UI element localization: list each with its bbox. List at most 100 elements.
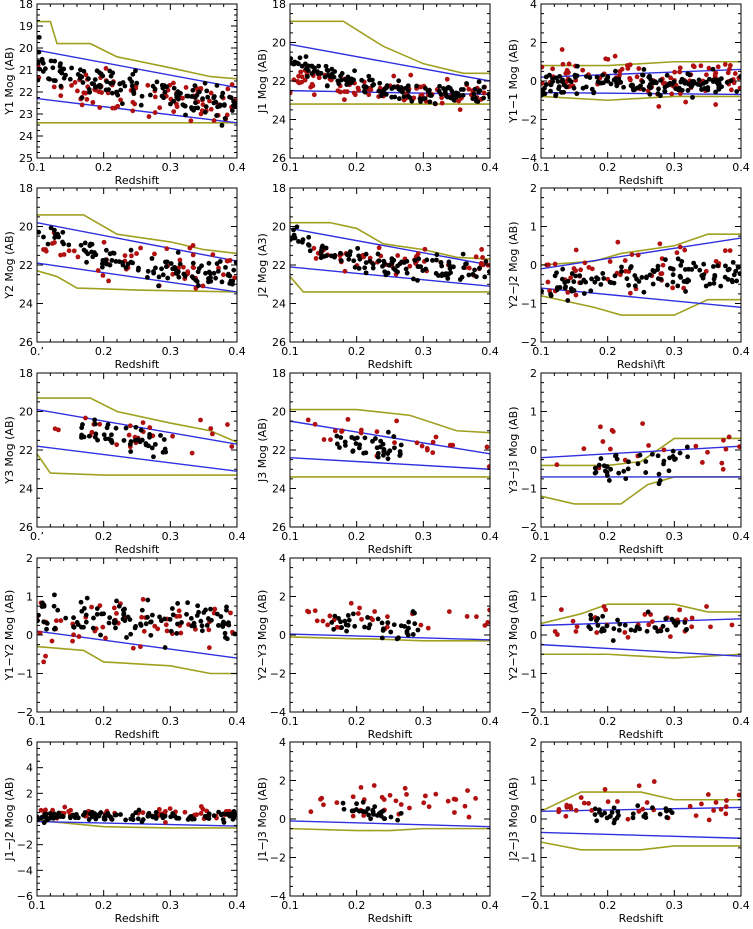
black-point (616, 627, 622, 633)
red-point (227, 257, 233, 263)
black-point (170, 811, 176, 816)
black-point (439, 263, 445, 269)
red-point (699, 801, 704, 807)
black-point (331, 74, 337, 80)
black-point (60, 239, 65, 245)
black-point (343, 622, 349, 628)
black-point (391, 622, 397, 628)
black-point (203, 270, 208, 276)
y-tick-label: 2 (530, 37, 537, 50)
x-axis-label: Redshift (368, 543, 413, 556)
red-point (677, 244, 683, 250)
black-point (728, 78, 734, 84)
black-point (351, 258, 357, 264)
black-point (145, 597, 151, 603)
black-point (461, 265, 467, 271)
red-point (667, 634, 673, 640)
black-point (203, 607, 208, 613)
black-point (416, 256, 422, 262)
black-point (133, 424, 139, 430)
black-point (63, 615, 69, 621)
y-tick-label: 4 (279, 736, 286, 749)
black-point (329, 66, 335, 72)
y-tick-label: 18 (272, 0, 286, 11)
x-tick-label: 0.’ (30, 530, 44, 543)
black-point (459, 274, 465, 280)
red-point (693, 813, 699, 819)
black-point (98, 632, 103, 638)
y-tick-label: 19 (19, 20, 33, 33)
black-point (434, 252, 440, 258)
black-point (716, 85, 722, 91)
y-axis-label: Y3−J3 Mog (AB) (507, 406, 520, 494)
red-point (198, 811, 204, 816)
red-point (634, 74, 640, 80)
black-point (44, 626, 49, 632)
black-point (202, 109, 208, 115)
blue-selection-line (290, 266, 490, 287)
black-point (656, 86, 661, 92)
black-point (401, 260, 407, 265)
red-point (206, 627, 212, 633)
black-point (99, 611, 104, 617)
red-point (321, 437, 327, 442)
black-point (447, 85, 453, 91)
x-tick-label: 0.4 (732, 715, 750, 728)
red-point (97, 421, 103, 427)
y-tick-label: −2 (270, 852, 286, 865)
black-point (107, 615, 113, 621)
black-point (422, 85, 428, 91)
black-point (420, 268, 426, 273)
black-point (149, 612, 155, 618)
plot-area (37, 20, 237, 128)
black-point (337, 445, 342, 450)
black-point (106, 813, 112, 819)
red-point (194, 812, 199, 818)
black-point (339, 70, 345, 76)
black-point (640, 79, 646, 85)
red-point (75, 254, 81, 260)
panel-7: 0.’ 0.2 0.3 0.4 Redshift 18 20 22 24 26 Y3 Mog (AB… (3, 367, 246, 556)
black-point (57, 68, 63, 74)
black-point (661, 458, 667, 464)
black-point (205, 616, 211, 621)
x-tick-label: 0.4 (732, 161, 750, 174)
red-point (407, 263, 413, 269)
y-tick-label: −6 (17, 890, 33, 903)
black-point (418, 264, 424, 270)
black-point (78, 242, 84, 248)
y-tick-label: 1 (530, 591, 537, 604)
red-point (66, 808, 72, 814)
black-point (481, 84, 487, 90)
blue-selection-line (290, 420, 490, 455)
red-point (617, 73, 622, 78)
black-point (685, 454, 691, 460)
red-point (481, 90, 487, 96)
black-point (92, 813, 98, 819)
red-point (100, 272, 106, 278)
black-point (206, 269, 212, 275)
black-point (438, 260, 444, 265)
black-point (657, 478, 663, 483)
y-tick-label: 1 (530, 221, 537, 234)
y-tick-label: −4 (521, 152, 537, 165)
black-point (130, 87, 136, 93)
x-tick-label: 0.2 (599, 161, 617, 174)
black-point (387, 448, 393, 454)
red-point (421, 800, 427, 806)
black-point (356, 253, 362, 259)
red-point (38, 807, 44, 813)
black-point (346, 617, 352, 623)
red-point (722, 248, 728, 254)
black-point (362, 265, 368, 271)
black-point (350, 611, 356, 617)
red-point (610, 429, 616, 434)
black-point (734, 278, 740, 284)
black-point (382, 269, 388, 275)
black-point (86, 76, 91, 82)
red-point (466, 265, 472, 271)
black-point (658, 628, 664, 634)
black-point (569, 271, 575, 276)
red-point (446, 609, 452, 615)
olive-limit-line (290, 636, 490, 642)
